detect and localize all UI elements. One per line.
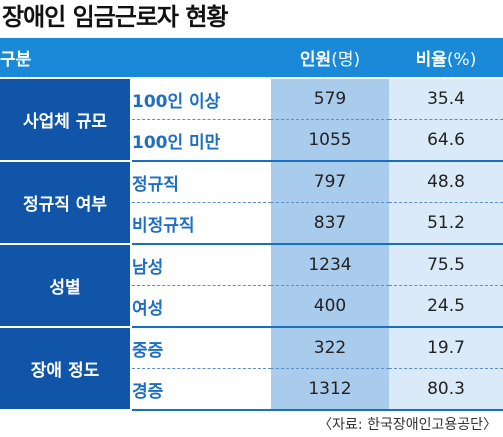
header-row: 구분 인원(명) 비율(%) xyxy=(0,38,503,79)
ratio-value: 64.6 xyxy=(389,119,503,162)
ratio-value: 35.4 xyxy=(389,78,503,120)
header-ratio-label: 비율 xyxy=(415,50,447,70)
group-label-regular: 정규직 여부 xyxy=(0,161,132,245)
ratio-value: 75.5 xyxy=(389,244,503,286)
ratio-value: 24.5 xyxy=(389,285,503,328)
table-row: 100인 미만 1055 64.6 xyxy=(0,119,503,162)
ratio-value: 19.7 xyxy=(389,327,503,369)
row-label: 정규직 xyxy=(131,161,271,203)
table-row: 성별 남성 1234 75.5 xyxy=(0,244,503,328)
ratio-value: 51.2 xyxy=(389,202,503,245)
people-value: 837 xyxy=(271,202,389,245)
header-category: 구분 xyxy=(0,38,271,79)
header-people-unit: (명) xyxy=(331,50,361,70)
header-people-label: 인원 xyxy=(299,50,332,70)
people-value: 797 xyxy=(271,161,389,203)
table-row: 경증 1312 80.3 xyxy=(0,368,503,411)
header-ratio-unit: (%) xyxy=(446,50,477,70)
row-label: 경증 xyxy=(131,368,271,411)
people-value: 579 xyxy=(271,78,389,120)
header-people: 인원(명) xyxy=(271,38,389,79)
group-label-size: 사업체 규모 xyxy=(0,78,132,162)
group-label-gender: 성별 xyxy=(0,244,132,328)
table-row: 사업체 규모 100인 이상 579 35.4 xyxy=(0,78,503,162)
row-label: 남성 xyxy=(131,244,271,286)
source-note: 〈자료: 한국장애인고용공단〉 xyxy=(318,417,497,433)
table-row: 장애 정도 중증 322 19.7 xyxy=(0,327,503,411)
row-label: 비정규직 xyxy=(131,202,271,245)
ratio-value: 80.3 xyxy=(389,368,503,411)
row-label: 여성 xyxy=(131,285,271,328)
chart-title: 장애인 임금근로자 현황 xyxy=(2,3,229,31)
group-label-severity: 장애 정도 xyxy=(0,327,132,411)
table-row: 여성 400 24.5 xyxy=(0,285,503,328)
row-label: 중증 xyxy=(131,327,271,369)
header-ratio: 비율(%) xyxy=(389,38,503,79)
people-value: 1234 xyxy=(271,244,389,286)
table-row: 정규직 여부 정규직 797 48.8 xyxy=(0,161,503,245)
ratio-value: 48.8 xyxy=(389,161,503,203)
row-label: 100인 미만 xyxy=(131,119,271,162)
table-row: 비정규직 837 51.2 xyxy=(0,202,503,245)
people-value: 1055 xyxy=(271,119,389,162)
people-value: 322 xyxy=(271,327,389,369)
people-value: 400 xyxy=(271,285,389,328)
people-value: 1312 xyxy=(271,368,389,411)
row-label: 100인 이상 xyxy=(131,78,271,120)
data-table: 구분 인원(명) 비율(%) 사업체 규모 100인 이상 579 35.4 1… xyxy=(0,38,503,411)
